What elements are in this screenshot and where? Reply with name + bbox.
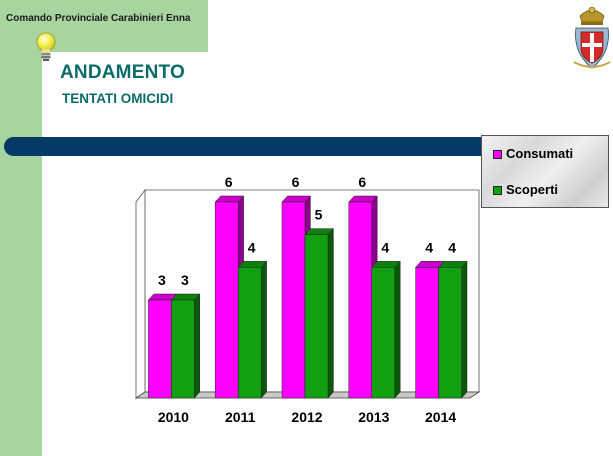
- data-label-scoperti-2011: 4: [248, 239, 256, 255]
- bar-side-scoperti-2012: [327, 228, 334, 399]
- x-tick-label-2014: 2014: [425, 409, 456, 425]
- bar-consumati-2013: [348, 201, 373, 399]
- side-bar: [0, 0, 42, 456]
- bar-scoperti-2013: [371, 267, 396, 399]
- divider-bar: [4, 137, 504, 156]
- data-label-scoperti-2010: 3: [181, 272, 189, 288]
- lightbulb-icon: [34, 32, 58, 69]
- data-label-scoperti-2014: 4: [448, 239, 456, 255]
- header-band: Comando Provinciale Carabinieri Enna: [0, 0, 208, 52]
- bar-side-scoperti-2011: [260, 260, 267, 399]
- bar-top-scoperti-2014: [438, 261, 468, 268]
- slide-subtitle: TENTATI OMICIDI: [62, 91, 174, 106]
- bar-top-consumati-2012: [281, 195, 311, 203]
- bar-scoperti-2010: [171, 299, 195, 399]
- bar-scoperti-2012: [304, 234, 329, 399]
- x-tick-label-2011: 2011: [225, 409, 256, 425]
- organization-name: Comando Provinciale Carabinieri Enna: [6, 13, 191, 24]
- bar-consumati-2010: [148, 299, 172, 399]
- slide-title: ANDAMENTO: [60, 62, 185, 83]
- bar-side-scoperti-2013: [394, 260, 401, 399]
- x-tick-label-2013: 2013: [358, 409, 389, 425]
- bar-top-consumati-2011: [214, 195, 245, 203]
- x-tick-label-2012: 2012: [291, 409, 322, 425]
- bar-top-consumati-2013: [348, 195, 378, 203]
- data-label-scoperti-2013: 4: [381, 239, 389, 255]
- legend-label-scoperti: Scoperti: [506, 182, 559, 197]
- x-tick-label-2010: 2010: [158, 409, 189, 425]
- bar-top-scoperti-2013: [371, 261, 401, 268]
- bar-scoperti-2011: [237, 267, 262, 399]
- chart-side-wall: [135, 188, 146, 399]
- bar-consumati-2014: [415, 267, 439, 399]
- legend-swatch-scoperti: [493, 186, 502, 195]
- data-label-consumati-2013: 6: [358, 174, 366, 190]
- bar-top-scoperti-2011: [237, 261, 268, 268]
- data-label-consumati-2010: 3: [158, 272, 166, 288]
- legend-swatch-consumati: [493, 150, 502, 159]
- bar-top-scoperti-2012: [304, 228, 334, 235]
- data-label-scoperti-2012: 5: [315, 207, 323, 223]
- bar-consumati-2012: [281, 201, 306, 399]
- bar-top-scoperti-2010: [170, 293, 201, 301]
- bar-scoperti-2014: [438, 267, 462, 399]
- carabinieri-crest-icon: [572, 2, 612, 77]
- data-label-consumati-2014: 4: [425, 239, 433, 255]
- bar-consumati-2011: [214, 201, 239, 399]
- bar-side-scoperti-2010: [194, 293, 201, 399]
- legend-label-consumati: Consumati: [506, 146, 574, 161]
- chart-legend: Consumati Scoperti: [481, 135, 609, 208]
- data-label-consumati-2011: 6: [225, 174, 233, 190]
- data-label-consumati-2012: 6: [292, 174, 300, 190]
- bar-side-scoperti-2014: [461, 260, 468, 399]
